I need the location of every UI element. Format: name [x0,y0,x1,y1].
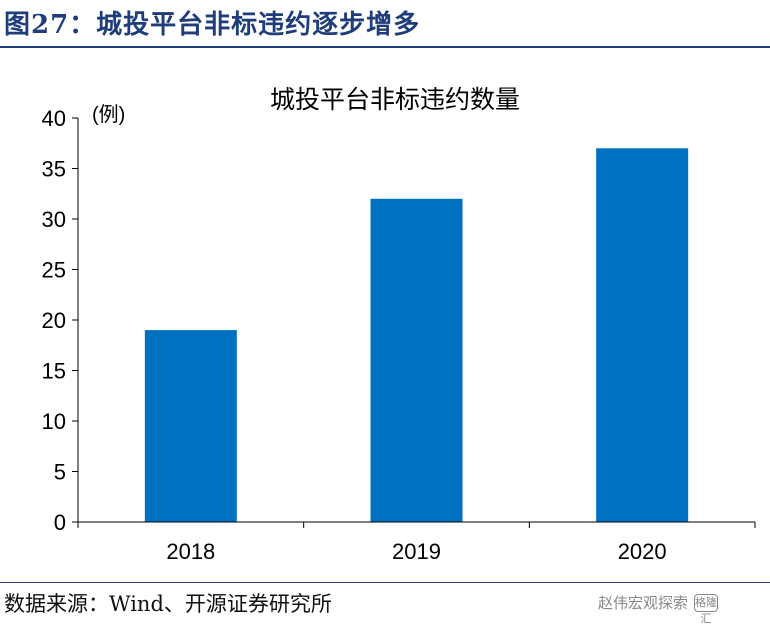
bottom-divider [0,582,770,583]
bar-2018 [144,330,237,522]
y-tick-label: 10 [42,409,66,434]
top-divider [0,46,770,48]
y-tick-label: 15 [42,359,66,384]
y-tick-label: 25 [42,258,66,283]
y-tick-label: 40 [42,106,66,131]
source-note: 数据来源：Wind、开源证券研究所 [4,592,332,616]
chart-title: 城投平台非标违约数量 [270,85,520,114]
watermark-badge: 格隆汇 [694,593,719,625]
y-axis: 0 5 10 15 20 25 30 35 40 [42,106,79,535]
y-axis-unit: (例) [92,103,125,126]
bars-group [144,148,689,523]
y-tick-label: 20 [42,308,66,333]
bar-chart: 城投平台非标违约数量 (例) 0 5 10 15 20 25 30 35 40 2018 2019… [42,85,756,564]
figure-title: 图27：城投平台非标违约逐步增多 [4,10,421,40]
y-tick-label: 5 [54,460,66,485]
y-tick-label: 30 [42,207,66,232]
x-tick-label: 2020 [618,539,667,564]
y-tick-label: 0 [54,510,66,535]
x-tick-label: 2019 [392,539,441,564]
watermark: 赵伟宏观探索 格隆汇 [598,592,719,625]
watermark-text: 赵伟宏观探索 [598,594,689,612]
bar-2020 [596,148,689,523]
x-axis: 2018 2019 2020 [77,521,756,564]
y-tick-label: 35 [42,157,66,182]
x-tick-label: 2018 [166,539,215,564]
bar-2019 [370,198,463,523]
